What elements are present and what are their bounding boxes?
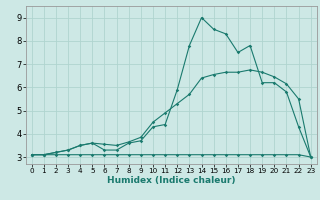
X-axis label: Humidex (Indice chaleur): Humidex (Indice chaleur) [107,176,236,185]
